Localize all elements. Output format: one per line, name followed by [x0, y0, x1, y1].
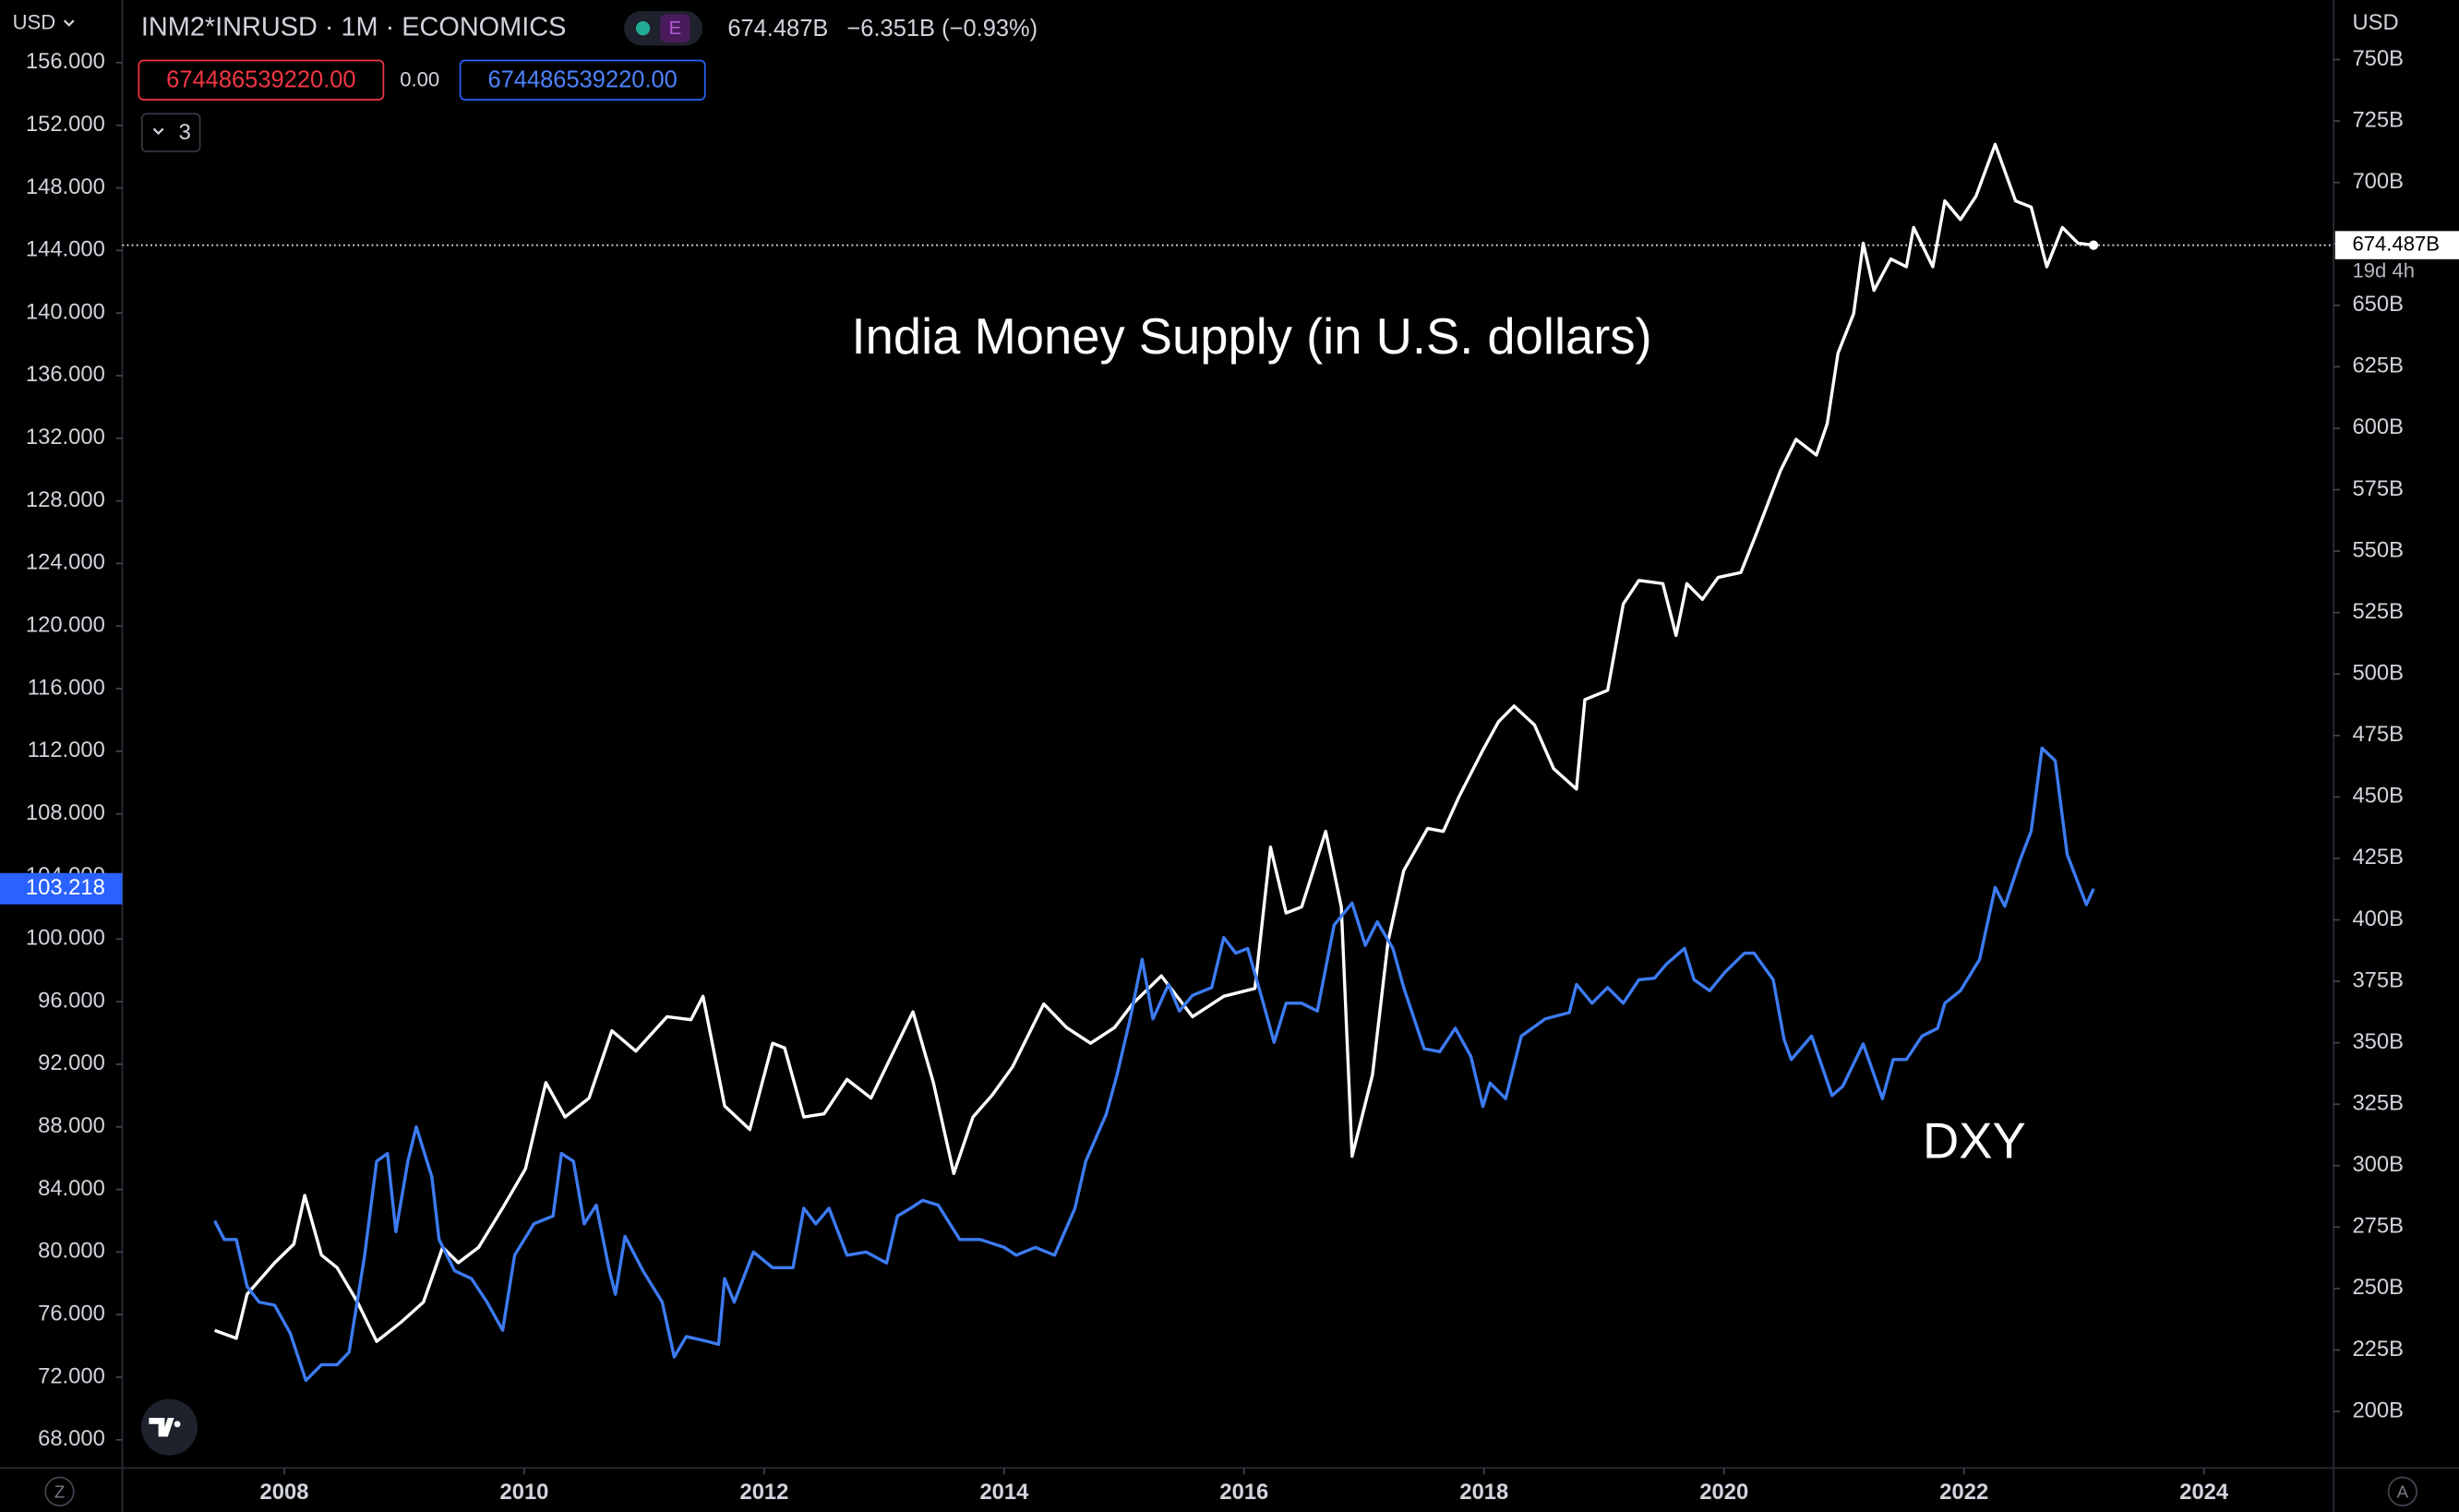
currency-menu[interactable]: USD: [13, 10, 56, 33]
series-line: [214, 142, 2094, 1343]
x-tick-label: 2020: [1699, 1480, 1748, 1505]
collapse-button[interactable]: [140, 113, 201, 152]
input-box[interactable]: [459, 59, 706, 101]
y-tick-label: 132.000: [26, 425, 105, 450]
y-tick-label: 136.000: [26, 362, 105, 387]
y-tick-label: 76.000: [38, 1301, 105, 1326]
y2-tick-label: 600B: [2352, 414, 2404, 439]
price-label-box: [0, 872, 123, 905]
price-label-box: [2334, 231, 2459, 259]
currency-chevron: [63, 19, 75, 27]
y2-tick-label: 700B: [2352, 169, 2404, 194]
x-tick-label: 2010: [500, 1480, 549, 1505]
x-tick-label: 2022: [1939, 1480, 1988, 1505]
y2-tick-label: 500B: [2352, 661, 2404, 686]
countdown-box: [2334, 258, 2459, 286]
badge-box: [660, 14, 690, 42]
y2-tick-label: 475B: [2352, 722, 2404, 747]
y2-tick-label: 575B: [2352, 476, 2404, 501]
input-box[interactable]: [138, 59, 385, 101]
y-tick-label: 68.000: [38, 1426, 105, 1451]
last-point: [2089, 240, 2099, 250]
y-tick-label: 96.000: [38, 988, 105, 1013]
y-tick-label: 72.000: [38, 1363, 105, 1388]
y2-tick-label: 525B: [2352, 599, 2404, 624]
y2-tick-label: 400B: [2352, 906, 2404, 931]
x-tick-label: 2012: [739, 1480, 788, 1505]
y2-tick-label: 625B: [2352, 354, 2404, 378]
y-tick-label: 80.000: [38, 1239, 105, 1264]
overlay: USD INM2*INRUSD · 1M · ECONOMICS E 674.4…: [13, 10, 2417, 1506]
y-tick-label: 108.000: [26, 800, 105, 825]
y-tick-label: 128.000: [26, 487, 105, 512]
price-label: 674.487B: [2352, 232, 2440, 255]
y2-tick-label: 650B: [2352, 292, 2404, 317]
corner-button[interactable]: [44, 1476, 75, 1506]
change: −6.351B (−0.93%): [846, 16, 1038, 42]
y-tick-label: 84.000: [38, 1176, 105, 1201]
y-tick-label: 144.000: [26, 237, 105, 262]
series-annotation: India Money Supply (in U.S. dollars): [852, 308, 1652, 365]
y2-tick-label: 450B: [2352, 784, 2404, 809]
y2-tick-label: 250B: [2352, 1275, 2404, 1300]
countdown: 19d 4h: [2352, 258, 2415, 282]
right-unit: USD: [2352, 10, 2398, 35]
corner-label: Z: [54, 1482, 65, 1501]
y2-tick-label: 425B: [2352, 845, 2404, 870]
y-tick-label: 88.000: [38, 1113, 105, 1138]
status-dot: [635, 21, 651, 36]
x-tick-label: 2024: [2179, 1480, 2229, 1505]
y2-tick-label: 200B: [2352, 1398, 2404, 1422]
x-tick-label: 2018: [1459, 1480, 1508, 1505]
y2-tick-label: 350B: [2352, 1029, 2404, 1054]
y2-tick-label: 750B: [2352, 46, 2404, 71]
y2-tick-label: 550B: [2352, 537, 2404, 562]
x-tick-label: 2014: [979, 1480, 1029, 1505]
input-value: 0.00: [400, 67, 439, 90]
y-tick-label: 156.000: [26, 49, 105, 74]
y-tick-label: 112.000: [28, 738, 105, 762]
y2-tick-label: 300B: [2352, 1152, 2404, 1177]
y-tick-label: 120.000: [26, 613, 105, 638]
x-tick-label: 2016: [1219, 1480, 1268, 1505]
x-tick-label: 2008: [260, 1480, 309, 1505]
y-tick-label: 116.000: [28, 675, 105, 700]
price-label: 103.218: [26, 875, 105, 900]
y2-tick-label: 275B: [2352, 1214, 2404, 1239]
y2-tick-label: 225B: [2352, 1337, 2404, 1362]
logo-mark: [149, 1417, 181, 1437]
y-tick-label: 148.000: [26, 174, 105, 199]
y-tick-label: 124.000: [26, 550, 105, 575]
y-tick-label: 152.000: [26, 112, 105, 137]
y-tick-label: 140.000: [26, 299, 105, 324]
input-value: 674486539220.00: [487, 66, 677, 92]
y2-tick-label: 325B: [2352, 1091, 2404, 1116]
y2-tick-label: 375B: [2352, 967, 2404, 992]
collapse-chevron: [152, 127, 164, 136]
badge: E: [669, 18, 682, 39]
symbol-title: INM2*INRUSD · 1M · ECONOMICS: [141, 12, 566, 42]
last-value: 674.487B: [727, 16, 828, 42]
corner-button[interactable]: [2387, 1476, 2417, 1506]
y-tick-label: 100.000: [26, 926, 105, 951]
collapse-count: 3: [179, 120, 191, 145]
corner-label: A: [2397, 1482, 2409, 1501]
plot: 2008 2010 2012 2014 2016 2018 2020 2022 2024 68.0…: [0, 46, 2459, 1505]
y-tick-label: 92.000: [38, 1050, 105, 1075]
series-line: [213, 746, 2095, 1383]
series-annotation: DXY: [1923, 1113, 2026, 1170]
y2-tick-label: 725B: [2352, 107, 2404, 132]
input-value: 674486539220.00: [166, 66, 355, 92]
